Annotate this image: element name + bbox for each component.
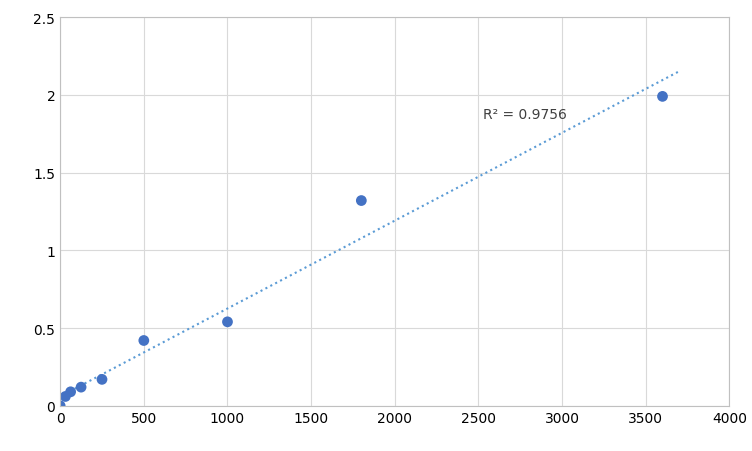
Point <box>355 198 367 205</box>
Point <box>96 376 108 383</box>
Point <box>75 384 87 391</box>
Point <box>54 402 66 410</box>
Point <box>656 93 669 101</box>
Point <box>65 388 77 396</box>
Point <box>59 393 71 400</box>
Text: R² = 0.9756: R² = 0.9756 <box>484 108 567 122</box>
Point <box>221 318 233 326</box>
Point <box>138 337 150 345</box>
